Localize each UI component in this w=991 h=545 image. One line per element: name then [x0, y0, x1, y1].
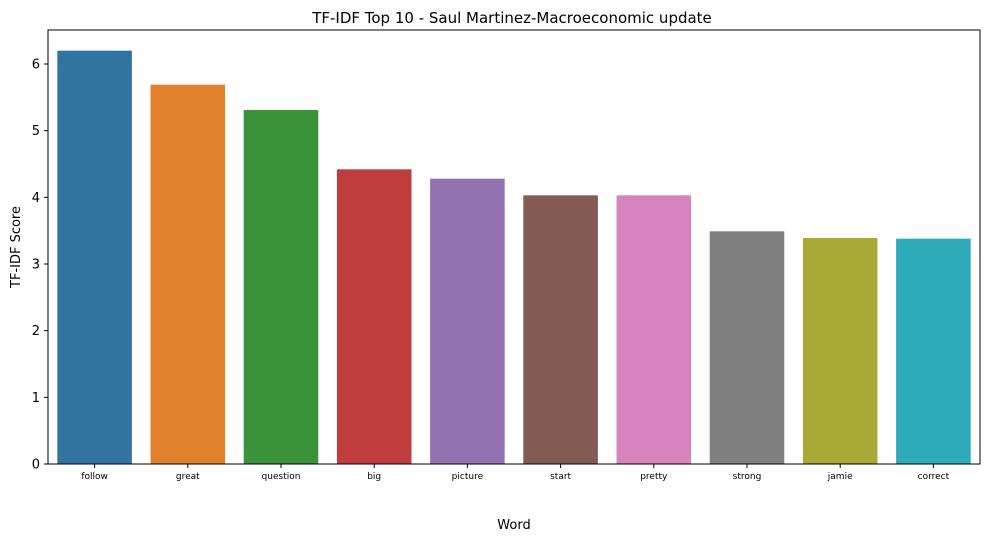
x-tick-label: strong	[733, 472, 762, 482]
bar-start	[523, 195, 598, 464]
x-tick-label: start	[550, 472, 571, 482]
x-tick-label: correct	[918, 472, 950, 482]
bar-question	[243, 110, 319, 464]
y-tick-label: 0	[32, 458, 40, 473]
y-axis-label: TF-IDF Score	[9, 206, 24, 289]
bar-big	[336, 169, 412, 464]
bar-strong	[709, 231, 785, 464]
bar-pretty	[616, 195, 692, 464]
y-tick-label: 2	[32, 324, 40, 339]
x-tick-label: picture	[452, 472, 484, 482]
chart-title: TF-IDF Top 10 - Saul Martinez-Macroecono…	[311, 9, 712, 27]
bar-great	[150, 84, 226, 465]
bar-correct	[896, 238, 971, 464]
x-tick-label: big	[367, 472, 381, 482]
bar-follow	[57, 50, 132, 465]
y-axis: 0 1 2 3 4 5 6	[32, 58, 48, 473]
x-axis: follow great question big picture start pretty…	[81, 464, 950, 482]
x-tick-label: great	[176, 472, 200, 482]
bar-jamie	[802, 238, 878, 464]
x-tick-label: pretty	[640, 472, 668, 482]
y-tick-label: 4	[32, 191, 40, 206]
plot-frame	[47, 29, 981, 465]
y-tick-label: 6	[32, 58, 40, 73]
x-tick-label: question	[262, 472, 301, 482]
bars-layer	[57, 50, 971, 465]
y-tick-label: 3	[32, 258, 40, 273]
x-axis-label: Word	[497, 518, 530, 533]
y-tick-label: 1	[32, 391, 40, 406]
x-tick-label: jamie	[827, 472, 853, 482]
y-tick-label: 5	[32, 124, 40, 139]
bar-picture	[430, 178, 505, 465]
x-tick-label: follow	[81, 472, 108, 482]
